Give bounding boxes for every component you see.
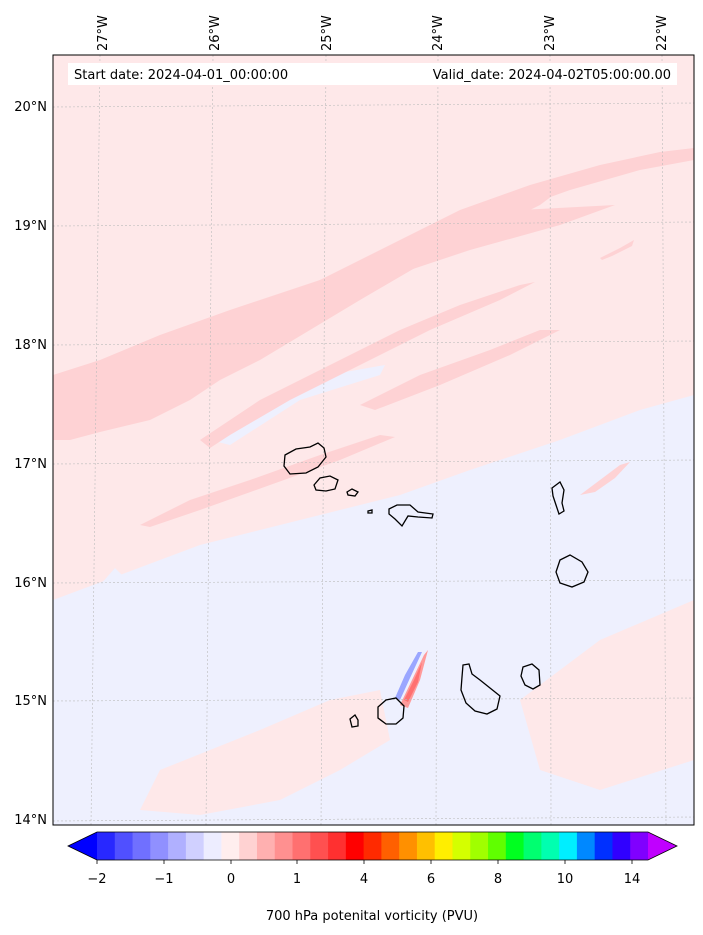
island-sao-nicolau <box>388 504 434 528</box>
island-santa-luzia <box>346 488 359 497</box>
colorbar-tick-label: 4 <box>360 872 368 887</box>
coastlines <box>283 442 589 728</box>
map-frame <box>52 54 695 826</box>
colorbar-tick-label: −2 <box>87 872 106 887</box>
colorbar-segment <box>559 832 578 860</box>
island-sal <box>551 481 565 515</box>
colorbar-segment <box>345 832 365 860</box>
colorbar-tick-label: 0 <box>227 872 235 887</box>
start-date-label: Start date: 2024-04-01_00:00:00 <box>74 68 288 83</box>
gridlines <box>53 55 694 825</box>
lat-label-20n: 20°N <box>14 100 47 115</box>
colorbar-segment <box>185 832 205 860</box>
map-panel <box>53 55 694 825</box>
colorbar-segment <box>292 832 311 860</box>
lat-label-15n: 15°N <box>14 694 47 709</box>
colorbar-tick-label: 6 <box>427 872 435 887</box>
lon-label-25w: 25°W <box>320 15 335 51</box>
colorbar-segment <box>97 832 116 860</box>
negative-pv-streak <box>210 365 385 445</box>
lon-label-23w: 23°W <box>543 15 558 51</box>
positive-pv-streak <box>580 462 630 495</box>
colorbar <box>67 831 678 864</box>
colorbar-segment <box>452 832 471 860</box>
colorbar-segment <box>416 832 436 860</box>
latitude-labels: 20°N 19°N 18°N 17°N 16°N 15°N 14°N <box>14 100 47 828</box>
lat-label-14n: 14°N <box>14 813 47 828</box>
colorbar-segment <box>630 832 649 860</box>
island-boa-vista <box>555 554 589 588</box>
colorbar-title: 700 hPa potenital vorticity (PVU) <box>266 909 478 924</box>
negative-pv-dipole <box>395 652 422 700</box>
colorbar-segment <box>488 832 507 860</box>
island-santo-antao <box>283 442 327 475</box>
colorbar-ticks: −2 −1 0 1 4 6 8 10 10 14 <box>87 872 640 887</box>
lon-label-22w: 22°W <box>655 15 670 51</box>
lat-label-17n: 17°N <box>14 457 47 472</box>
island-raso <box>367 509 373 514</box>
colorbar-tick-label: −1 <box>154 872 173 887</box>
colorbar-segment <box>594 832 613 860</box>
positive-pv-patch <box>140 690 390 815</box>
colorbar-tick-label: 14 <box>624 872 641 887</box>
lat-label-16n: 16°N <box>14 576 47 591</box>
positive-pv-patch <box>520 600 694 790</box>
colorbar-segment <box>256 832 276 860</box>
positive-pv-streak <box>600 240 634 260</box>
island-maio <box>520 663 541 690</box>
negative-pv-patch <box>100 568 122 590</box>
colorbar-segment <box>470 832 489 860</box>
island-santiago <box>460 663 501 715</box>
colorbar-segment <box>114 832 134 860</box>
colorbar-segment <box>274 832 294 860</box>
lon-label-27w: 27°W <box>96 15 111 51</box>
positive-pv-streak <box>360 330 560 410</box>
colorbar-segment <box>523 832 542 860</box>
positive-pv-dipole-core <box>404 662 422 702</box>
colorbar-segment <box>434 832 453 860</box>
colorbar-segment <box>203 832 222 860</box>
positive-pv-streak <box>300 205 615 300</box>
colorbar-segment <box>399 832 418 860</box>
lon-label-24w: 24°W <box>431 15 446 51</box>
positive-pv-streak <box>200 282 535 448</box>
colorbar-segment <box>150 832 169 860</box>
island-fogo <box>377 697 405 725</box>
colorbar-segment <box>328 832 347 860</box>
colorbar-segment <box>168 832 187 860</box>
lat-label-19n: 19°N <box>14 219 47 234</box>
colorbar-segment <box>239 832 258 860</box>
colorbar-segment <box>132 832 151 860</box>
lon-label-26w: 26°W <box>208 15 223 51</box>
colorbar-segment <box>381 832 400 860</box>
colorbar-segment <box>541 832 560 860</box>
colorbar-tick-label: 1 <box>293 872 301 887</box>
colorbar-segment <box>612 832 631 860</box>
colorbar-segment <box>576 832 596 860</box>
colorbar-tick-label: 8 <box>494 872 502 887</box>
colorbar-segment <box>310 832 329 860</box>
lat-label-18n: 18°N <box>14 338 47 353</box>
longitude-labels: 27°W 26°W 25°W 24°W 23°W 22°W <box>96 15 670 51</box>
colorbar-extend-min <box>68 832 97 860</box>
positive-pv-streak <box>140 435 395 527</box>
colorbar-tick-label: 10 <box>557 872 574 887</box>
colorbar-extend-max <box>648 832 677 860</box>
island-sao-vicente <box>313 475 339 492</box>
header-box <box>68 63 677 85</box>
valid-date-label: Valid_date: 2024-04-02T05:00:00.00 <box>433 68 671 83</box>
colorbar-segment <box>363 832 382 860</box>
colorbar-segment <box>221 832 240 860</box>
colorbar-segment <box>505 832 525 860</box>
island-brava <box>349 714 359 728</box>
